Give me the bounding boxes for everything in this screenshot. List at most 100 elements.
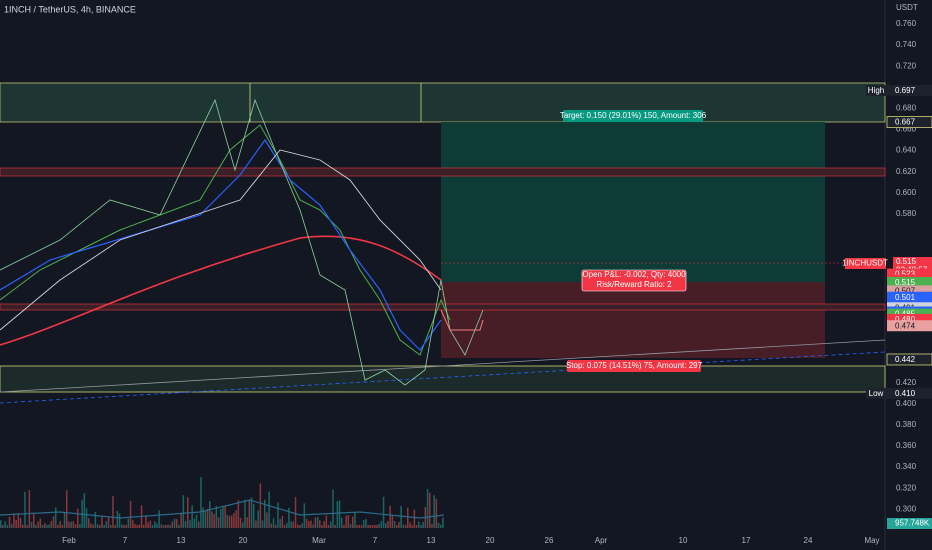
- volume-bar: [4, 521, 6, 528]
- volume-bar: [138, 524, 141, 528]
- time-tick-label: Mar: [312, 536, 326, 545]
- volume-bar: [105, 521, 108, 528]
- volume-bar: [134, 524, 136, 528]
- volume-bar: [226, 515, 229, 528]
- price-tag-label: High: [868, 86, 884, 95]
- volume-bar: [316, 516, 319, 528]
- price-tag: 0.442: [895, 355, 916, 364]
- volume-tag: 957.748K: [887, 518, 932, 529]
- volume-bar: [103, 524, 105, 528]
- volume-bar: [57, 524, 59, 528]
- volume-bar: [79, 524, 81, 528]
- volume-bar: [176, 519, 178, 528]
- volume-bar: [345, 515, 347, 528]
- volume-bar: [250, 497, 253, 528]
- volume-bar: [114, 524, 116, 528]
- volume-bar: [431, 523, 433, 528]
- price-tag-label-bg: [866, 387, 887, 399]
- price-tick-label: 0.760: [896, 19, 917, 28]
- volume-bar: [127, 518, 130, 528]
- price-tick-label: 0.360: [896, 441, 917, 450]
- volume-bar: [294, 496, 297, 528]
- volume-bar: [149, 520, 152, 528]
- time-tick-label: 20: [239, 536, 248, 545]
- volume-bar: [85, 508, 88, 528]
- volume-bar: [143, 524, 145, 528]
- volume-bar: [165, 524, 167, 528]
- price-tick-label: 0.400: [896, 399, 917, 408]
- price-tick-label: 0.320: [896, 483, 917, 492]
- volume-bar: [94, 512, 97, 528]
- bollinger: [0, 149, 442, 331]
- price-tag-bg: [887, 320, 932, 332]
- volume-bar: [129, 501, 132, 528]
- price-tick-label: 0.640: [896, 146, 917, 155]
- price-tag-bg: [886, 116, 932, 129]
- volume-bar: [415, 524, 418, 528]
- price-tick-label: 0.300: [896, 504, 917, 513]
- volume-bar: [200, 477, 202, 528]
- volume-bar: [255, 520, 257, 528]
- volume-bar: [55, 507, 57, 528]
- volume-bar: [264, 499, 266, 528]
- volume-bar: [398, 522, 400, 528]
- price-tag-bg: [887, 285, 932, 297]
- volume-bar: [145, 515, 147, 528]
- volume-bar: [420, 524, 422, 528]
- volume-bar: [180, 513, 182, 528]
- stop-label: Stop: 0.075 (14.51%) 75, Amount: 297: [566, 360, 703, 372]
- price-tick-label: 0.660: [896, 125, 917, 134]
- volume-bar: [290, 521, 292, 528]
- time-tick-label: 24: [804, 536, 813, 545]
- volume-bar: [347, 514, 350, 528]
- volume-bar: [279, 519, 281, 528]
- volume-bar: [246, 517, 248, 528]
- volume-bar: [68, 521, 70, 528]
- volume-bar: [123, 524, 125, 528]
- volume-bar: [343, 524, 345, 528]
- time-tick-label: 17: [742, 536, 751, 545]
- volume-bar: [233, 513, 235, 528]
- volume-bar: [217, 517, 220, 528]
- target-label: Target: 0.150 (29.01%) 150, Amount: 306: [560, 110, 707, 122]
- volume-bar: [112, 496, 114, 528]
- volume-bar: [253, 503, 255, 528]
- volume-bar: [323, 521, 325, 528]
- volume-bars: [0, 477, 445, 528]
- volume-bar: [308, 521, 310, 528]
- volume-bar: [151, 525, 154, 528]
- volume-bar: [61, 524, 64, 528]
- volume-bar: [336, 501, 339, 528]
- volume-bar: [413, 509, 416, 528]
- volume-bar: [209, 501, 211, 528]
- volume-bar: [33, 512, 35, 528]
- price-tag: 0.697: [895, 86, 916, 95]
- time-tick-label: Apr: [595, 536, 608, 545]
- volume-bar: [11, 524, 13, 528]
- volume-bar: [107, 516, 110, 528]
- volume-bar: [402, 524, 405, 528]
- volume-bar: [204, 511, 207, 528]
- volume-bar: [338, 500, 341, 528]
- volume-bar: [437, 522, 440, 528]
- volume-bar: [367, 524, 369, 528]
- volume-bar: [404, 524, 407, 528]
- volume-bar: [259, 483, 262, 528]
- volume-bar: [257, 510, 259, 528]
- volume-bar: [396, 524, 398, 528]
- price-tag-bg: [887, 84, 932, 96]
- ma-200: [0, 235, 442, 346]
- volume-bar: [88, 518, 90, 528]
- volume-bar: [435, 498, 438, 528]
- volume-bar: [363, 520, 365, 528]
- volume-bar: [70, 521, 72, 528]
- pnl-text: Open P&L: -0.002, Qty: 4000: [582, 270, 686, 279]
- volume-bar: [393, 521, 396, 528]
- volume-bar: [211, 511, 213, 528]
- volume-bar: [8, 516, 11, 528]
- volume-bar: [299, 524, 301, 528]
- volume-bar: [341, 517, 343, 528]
- volume-bar: [74, 524, 77, 528]
- stop-zone: [441, 282, 825, 358]
- volume-bar: [184, 521, 187, 528]
